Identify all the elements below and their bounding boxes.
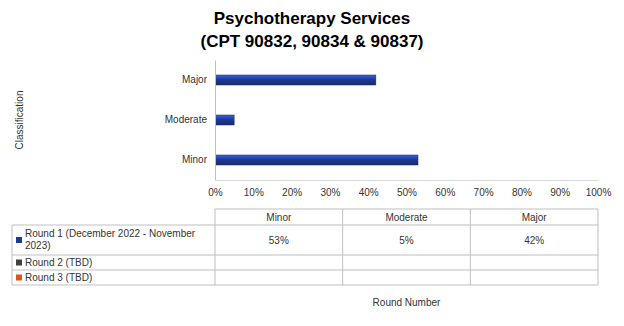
legend-label-box: Round 3 (TBD)	[25, 270, 212, 285]
table-header: Minor	[266, 212, 292, 223]
x-tick: 70%	[474, 180, 494, 198]
chart-subtitle: (CPT 90832, 90834 & 90837)	[200, 32, 423, 51]
table-header: Moderate	[385, 212, 428, 223]
x-tick: 60%	[435, 180, 455, 198]
x-axis: 0% 10% 20% 30% 40% 50% 60% 70% 80% 90% 100%	[208, 180, 611, 198]
bar	[215, 155, 418, 165]
y-tick: Moderate	[165, 114, 215, 125]
x-tick-label: 30%	[320, 187, 340, 198]
y-axis: Minor Moderate Major	[165, 61, 216, 181]
bars	[215, 75, 418, 165]
x-tick-label: 90%	[550, 187, 570, 198]
table-line	[12, 285, 598, 286]
table-cell: 42%	[524, 235, 544, 246]
legend-label: Round 2 (TBD)	[25, 255, 212, 270]
table-header: Major	[522, 212, 548, 223]
x-tick: 90%	[550, 180, 570, 198]
x-tick-label: 20%	[282, 187, 302, 198]
table-cell: 53%	[269, 235, 289, 246]
table-line	[215, 209, 216, 285]
y-axis-line	[215, 61, 216, 181]
x-tick-label: 100%	[586, 187, 612, 198]
legend-label-box: Round 2 (TBD)	[25, 255, 212, 270]
x-axis-line	[216, 180, 599, 181]
legend-label: Round 1 (December 2022 - November 2023)	[25, 225, 212, 255]
legend-swatch	[16, 237, 22, 243]
table-line	[12, 255, 598, 256]
bar	[215, 75, 376, 85]
x-tick: 80%	[512, 180, 532, 198]
y-axis-title: Classification	[14, 91, 25, 150]
data-table: Minor Moderate Major Round 1 (December 2022…	[12, 209, 598, 285]
y-tick-label: Minor	[182, 154, 208, 165]
y-tick: Major	[182, 74, 215, 85]
x-tick: 50%	[397, 180, 417, 198]
table-line	[215, 209, 598, 210]
x-tick-label: 0%	[208, 187, 223, 198]
x-axis-title: Round Number	[373, 297, 441, 308]
x-tick: 10%	[244, 180, 264, 198]
y-tick: Minor	[182, 154, 215, 165]
table-line	[12, 270, 598, 271]
legend-swatch	[16, 260, 22, 266]
table-line	[470, 209, 471, 285]
x-tick-label: 60%	[435, 187, 455, 198]
y-tick-label: Major	[182, 74, 208, 85]
x-tick: 40%	[359, 180, 379, 198]
x-tick: 20%	[282, 180, 302, 198]
legend-label-box: Round 1 (December 2022 - November 2023)	[25, 225, 212, 255]
table-line	[12, 225, 598, 226]
x-tick-label: 40%	[359, 187, 379, 198]
table-line	[342, 209, 343, 285]
table-cell: 5%	[399, 235, 414, 246]
x-tick-label: 50%	[397, 187, 417, 198]
x-tick: 0%	[208, 180, 223, 198]
legend-swatch	[16, 275, 22, 281]
x-tick-label: 10%	[244, 187, 264, 198]
table-line	[598, 209, 599, 285]
x-tick: 30%	[320, 180, 340, 198]
x-tick-label: 70%	[474, 187, 494, 198]
legend-label: Round 3 (TBD)	[25, 270, 212, 285]
table-line	[12, 225, 13, 285]
bar	[215, 115, 234, 125]
chart-svg: Psychotherapy Services (CPT 90832, 90834 …	[0, 0, 624, 326]
x-tick-label: 80%	[512, 187, 532, 198]
y-tick-label: Moderate	[165, 114, 208, 125]
chart-title: Psychotherapy Services	[214, 9, 411, 28]
x-tick: 100%	[586, 180, 612, 198]
